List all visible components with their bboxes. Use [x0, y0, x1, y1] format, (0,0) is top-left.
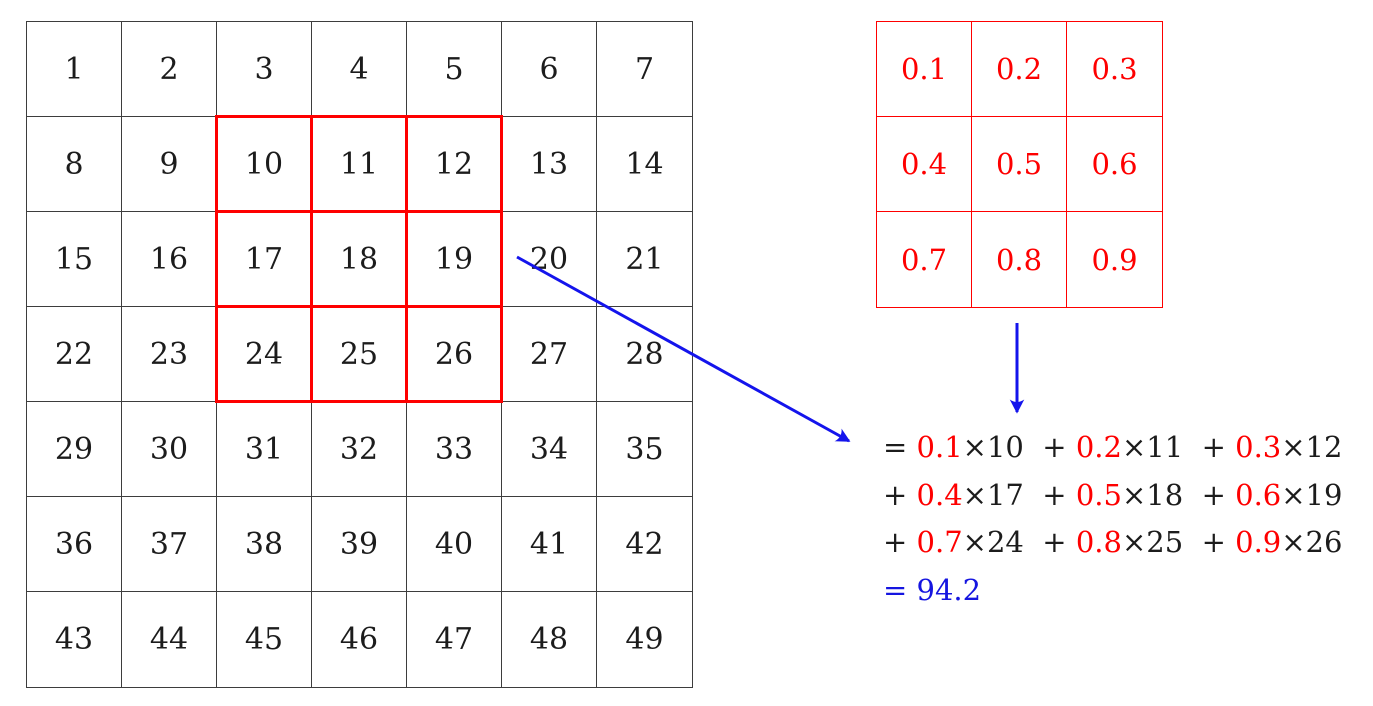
grid-cell: 2 — [122, 22, 217, 117]
kernel-cell: 0.7 — [877, 212, 972, 307]
input-grid: 1 2 3 4 5 6 7 8 9 10 11 12 13 14 15 16 17 18 19 20 21 22 23 24 2… — [26, 21, 693, 688]
equation-segment: + — [1183, 525, 1236, 559]
equation-segment: + — [1023, 477, 1076, 512]
grid-cell: 25 — [312, 307, 407, 402]
grid-cell: 40 — [407, 497, 502, 592]
equation-segment: 0.8 — [1075, 525, 1122, 559]
grid-cell: 10 — [217, 117, 312, 212]
grid-cell: 42 — [597, 497, 692, 592]
grid-cell: 31 — [217, 402, 312, 497]
grid-cell: 33 — [407, 402, 502, 497]
equation-line: = 94.2 — [883, 567, 1342, 615]
equation-segment: + — [1023, 525, 1076, 559]
kernel-cell: 0.2 — [972, 22, 1067, 117]
equation-segment: = — [883, 430, 917, 464]
equation-segment: ×24 — [962, 525, 1024, 559]
grid-cell: 15 — [27, 212, 122, 307]
grid-cell: 3 — [217, 22, 312, 117]
equation-line: + 0.7×24 + 0.8×25 + 0.9×26 — [883, 519, 1342, 567]
equation-segment: + — [1183, 477, 1236, 512]
grid-cell: 13 — [502, 117, 597, 212]
equation-segment: + — [1183, 430, 1236, 464]
equation-segment: 0.5 — [1075, 477, 1122, 512]
grid-cell: 43 — [27, 592, 122, 687]
grid-cell: 5 — [407, 22, 502, 117]
grid-cell: 16 — [122, 212, 217, 307]
equation-line: = 0.1×10 + 0.2×11 + 0.3×12 — [883, 424, 1342, 472]
equation-segment: ×12 — [1281, 430, 1343, 464]
kernel-cell: 0.4 — [877, 117, 972, 212]
grid-cell: 49 — [625, 622, 664, 657]
grid-cell: 24 — [217, 307, 312, 402]
equation-segment: ×17 — [962, 477, 1024, 512]
grid-cell: 26 — [407, 307, 502, 402]
grid-cell: 30 — [122, 402, 217, 497]
grid-cell: 38 — [217, 497, 312, 592]
grid-cell: 12 — [407, 117, 502, 212]
equation-segment: 0.7 — [916, 525, 963, 559]
grid-cell: 22 — [27, 307, 122, 402]
grid-cell: 7 — [597, 22, 692, 117]
grid-cell: 27 — [502, 307, 597, 402]
equation-segment: + — [883, 477, 917, 512]
grid-cell: 4 — [312, 22, 407, 117]
kernel-grid: 0.1 0.2 0.3 0.4 0.5 0.6 0.7 0.8 0.9 — [876, 21, 1163, 308]
grid-cell: 8 — [27, 117, 122, 212]
equation-block: = 0.1×10 + 0.2×11 + 0.3×12 + 0.4×17 + 0.5… — [883, 424, 1342, 614]
grid-cell: 1 — [27, 22, 122, 117]
equation-segment: ×18 — [1121, 477, 1184, 512]
equation-segment: ×25 — [1121, 525, 1184, 559]
grid-cell: 35 — [597, 402, 692, 497]
kernel-cell: 0.6 — [1067, 117, 1162, 212]
equation-segment: ×26 — [1281, 525, 1343, 559]
kernel-cell: 0.1 — [877, 22, 972, 117]
equation-line: + 0.4×17 + 0.5×18 + 0.6×19 — [883, 472, 1342, 520]
grid-cell: 47 — [407, 592, 502, 687]
grid-cell: 29 — [27, 402, 122, 497]
kernel-cell: 0.9 — [1091, 242, 1138, 277]
grid-cell: 9 — [122, 117, 217, 212]
grid-cell: 19 — [407, 212, 502, 307]
equation-segment: ×11 — [1121, 430, 1184, 464]
grid-cell: 45 — [217, 592, 312, 687]
equation-segment: = 94.2 — [883, 572, 982, 607]
equation-segment: 0.3 — [1235, 430, 1282, 464]
grid-cell: 41 — [502, 497, 597, 592]
grid-cell: 11 — [312, 117, 407, 212]
grid-cell: 28 — [597, 307, 692, 402]
grid-cell: 37 — [122, 497, 217, 592]
grid-cell: 21 — [597, 212, 692, 307]
equation-segment: 0.2 — [1075, 430, 1122, 464]
grid-cell: 20 — [502, 212, 597, 307]
equation-segment: + — [1023, 430, 1076, 464]
grid-cell: 46 — [312, 592, 407, 687]
grid-cell: 17 — [217, 212, 312, 307]
grid-cell: 34 — [502, 402, 597, 497]
grid-cell: 32 — [312, 402, 407, 497]
equation-segment: 0.4 — [916, 477, 963, 512]
equation-segment: ×19 — [1281, 477, 1343, 512]
grid-cell: 48 — [502, 592, 597, 687]
grid-cell: 36 — [27, 497, 122, 592]
grid-cell: 39 — [312, 497, 407, 592]
grid-cell: 23 — [122, 307, 217, 402]
grid-cell: 14 — [597, 117, 692, 212]
equation-segment: ×10 — [962, 430, 1024, 464]
kernel-cell: 0.8 — [972, 212, 1067, 307]
equation-segment: 0.9 — [1235, 525, 1282, 559]
kernel-cell: 0.5 — [972, 117, 1067, 212]
grid-cell: 6 — [502, 22, 597, 117]
grid-cell: 44 — [122, 592, 217, 687]
equation-segment: 0.6 — [1235, 477, 1282, 512]
grid-cell: 18 — [312, 212, 407, 307]
kernel-cell: 0.3 — [1067, 22, 1162, 117]
equation-segment: + — [883, 525, 917, 559]
equation-segment: 0.1 — [916, 430, 963, 464]
